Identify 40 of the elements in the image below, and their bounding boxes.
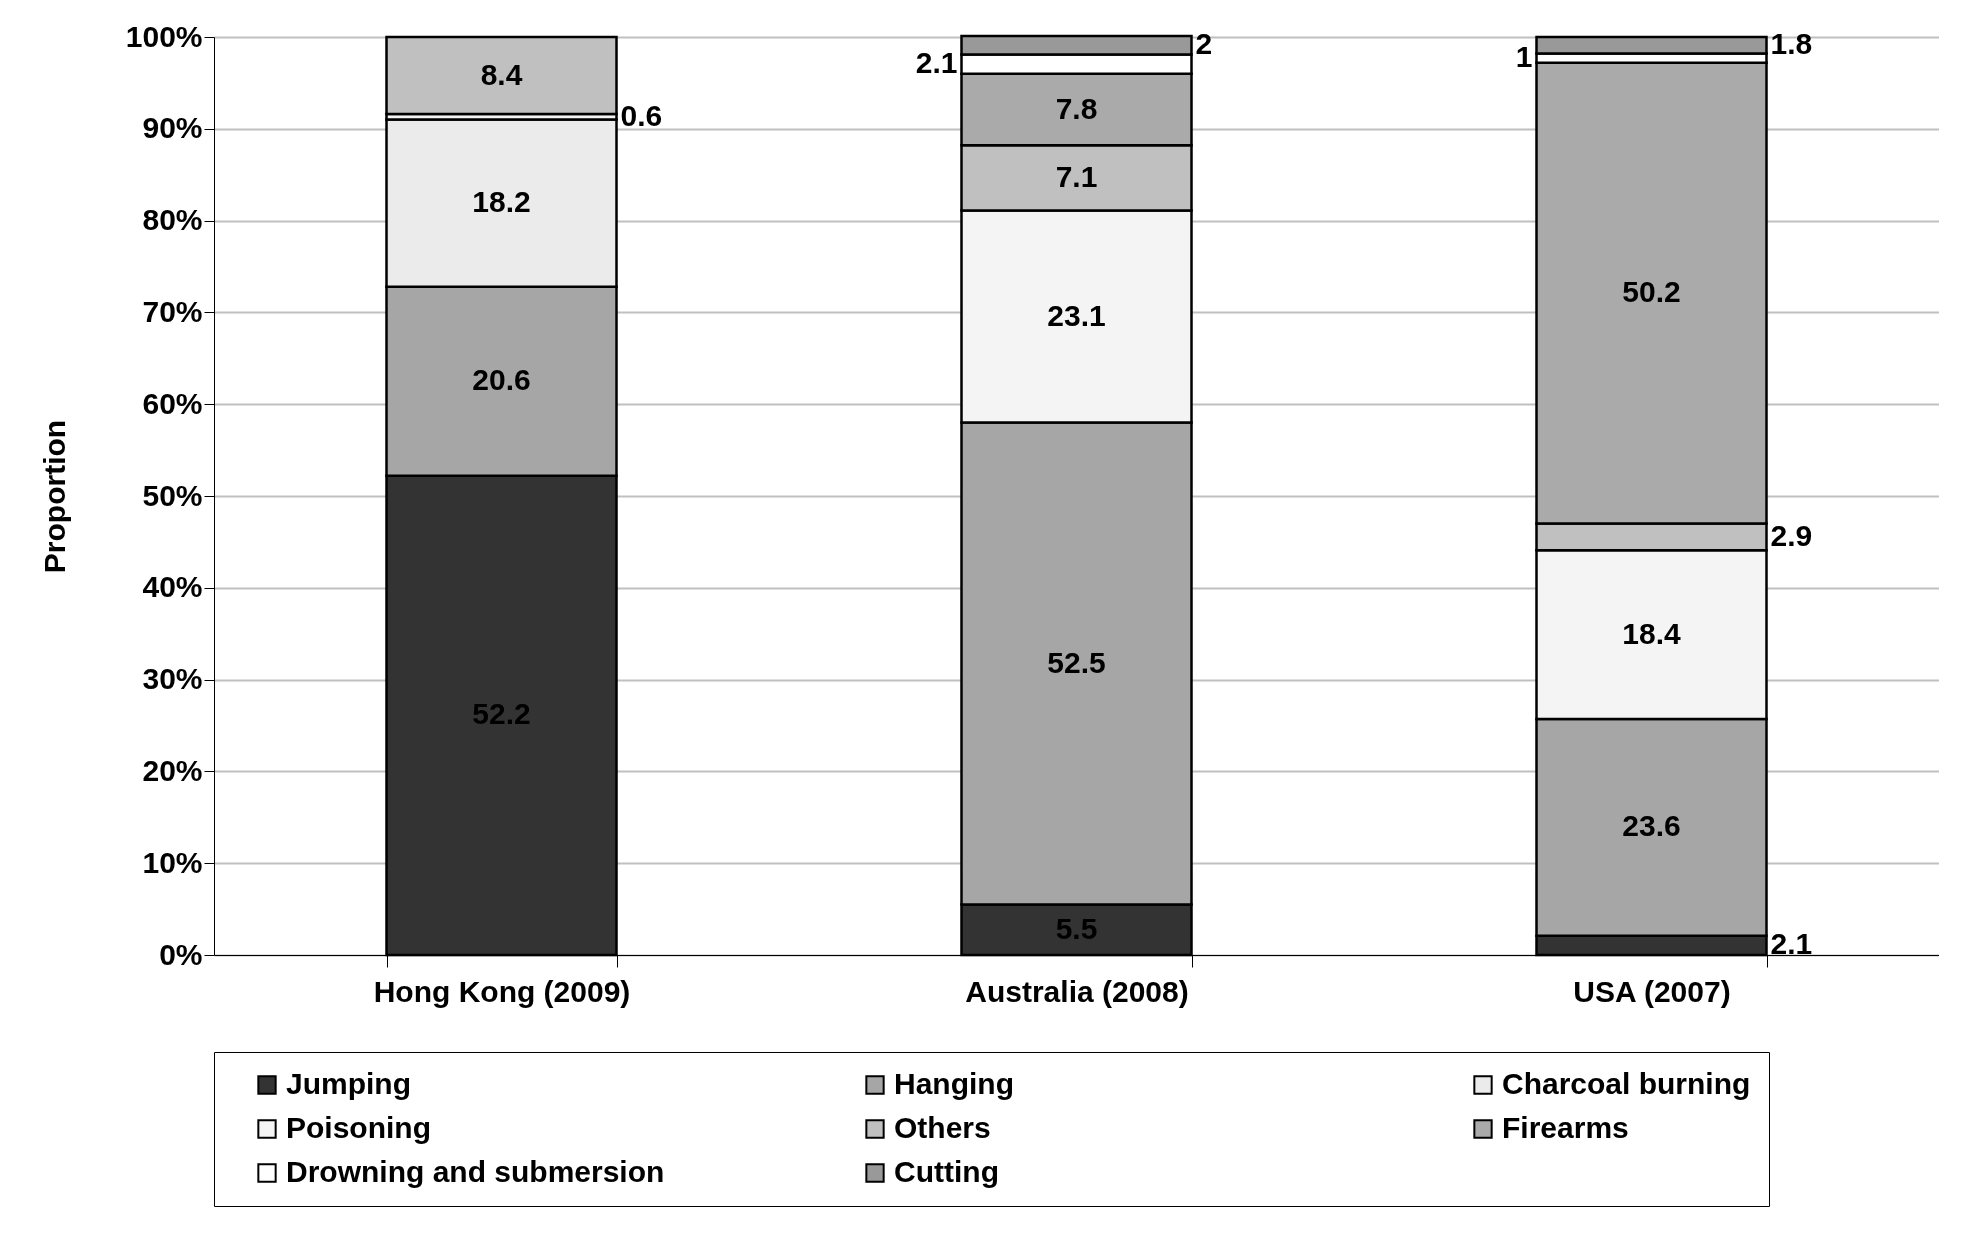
y-tick-label: 30% (142, 662, 203, 696)
y-tick-label: 40% (142, 570, 203, 604)
data-label: 7.8 (1055, 91, 1098, 125)
y-tick-label: 20% (142, 753, 203, 787)
y-tick-label: 10% (142, 845, 203, 879)
data-label: 2.9 (1770, 518, 1813, 552)
data-label: 18.4 (1622, 616, 1682, 650)
y-tick-label: 90% (142, 111, 203, 145)
data-label: 52.5 (1047, 645, 1106, 679)
data-label: 23.1 (1047, 298, 1106, 332)
y-tick-label: 0% (159, 937, 203, 971)
legend-label: Poisoning (286, 1111, 431, 1144)
data-label: 18.2 (472, 185, 531, 219)
y-tick-label: 50% (142, 478, 203, 512)
legend-label: Jumping (286, 1067, 411, 1100)
data-label: 1.8 (1770, 27, 1813, 61)
data-label: 50.2 (1622, 275, 1681, 309)
x-tick-label: Australia (2008) (965, 974, 1189, 1008)
data-label: 23.6 (1622, 809, 1681, 843)
legend-label: Drowning and submersion (286, 1155, 665, 1188)
x-tick-label: USA (2007) (1573, 974, 1731, 1008)
x-tick-label: Hong Kong (2009) (373, 974, 631, 1008)
y-tick-label: 60% (142, 386, 203, 420)
y-tick-label: 80% (142, 203, 203, 237)
legend-label: Firearms (1502, 1111, 1629, 1144)
legend-label: Others (894, 1111, 991, 1144)
legend-label: Hanging (894, 1067, 1014, 1100)
legend-label: Charcoal burning (1502, 1067, 1751, 1100)
data-label: 2 (1195, 27, 1213, 61)
y-tick-label: 100% (125, 19, 203, 53)
y-tick-label: 70% (142, 294, 203, 328)
data-label: 2.1 (1770, 927, 1813, 961)
legend-label: Cutting (894, 1155, 999, 1188)
data-label: 0.6 (620, 98, 663, 132)
data-label: 7.1 (1055, 159, 1098, 193)
data-label: 1 (1515, 40, 1533, 74)
data-label: 2.1 (915, 46, 958, 80)
y-axis-title: Proportion (37, 419, 71, 574)
data-label: 20.6 (472, 363, 531, 397)
data-label: 8.4 (480, 57, 523, 91)
